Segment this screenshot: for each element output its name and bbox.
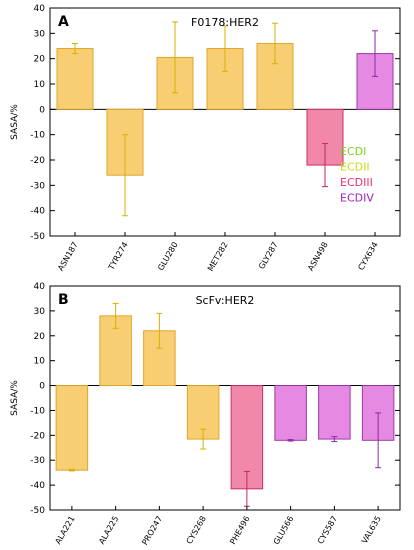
panel-b-letter: B [58, 292, 69, 308]
panel-a-ytick-label: 40 [34, 4, 46, 14]
panel-b-ytick-label: 20 [34, 332, 46, 342]
legend-item-ecdiv: ECDIV [340, 192, 374, 205]
panel-b-bar-glu566 [274, 385, 307, 441]
panel-b-ytick-label: 10 [34, 357, 46, 367]
panel-b-bar-cys587 [318, 385, 351, 440]
panel-a-category-label: MET282 [206, 241, 230, 273]
panel-a-category-label: TYR274 [106, 241, 130, 273]
panel-b-category-label: CYS587 [316, 515, 339, 546]
panel-a-chart: -50 -40 -30 -20 -10 0 10 20 30 40 SASA/% ASN187 TYR2… [10, 4, 401, 273]
panel-a-ytick-label: -50 [30, 232, 45, 242]
panel-b-title: ScFv:HER2 [196, 294, 255, 307]
panel-b-category-label: PHE496 [228, 515, 251, 546]
panel-a-category-label: GLY287 [257, 241, 280, 271]
panel-b-category-label: ALA221 [53, 515, 76, 546]
panel-b-ytick-label: -10 [30, 406, 45, 416]
panel-a-category-label: CYX634 [356, 241, 379, 272]
panel-a-bar-asn187 [56, 48, 94, 110]
panel-b-category-label: ALA225 [97, 515, 120, 546]
panel-a-category-label: ASN498 [306, 241, 330, 273]
panel-a-category-label: GLU280 [156, 241, 179, 273]
panel-b-chart: -50 -40 -30 -20 -10 0 10 20 30 40 SASA/% ALA221 ALA2… [10, 282, 401, 547]
panel-b-ytick-label: -50 [30, 506, 45, 516]
panel-b-plot-frame [49, 285, 401, 511]
panel-b-bar-ala221 [55, 385, 89, 471]
panel-b-category-label: PRO247 [140, 515, 164, 547]
legend-item-ecdii: ECDII [340, 161, 370, 174]
panel-b-ytick-label: -30 [30, 456, 45, 466]
legend-item-ecdi: ECDI [340, 145, 366, 158]
panel-a-ytick-label: 20 [34, 55, 46, 65]
panel-b-category-label: CYS268 [185, 515, 208, 546]
panel-b-ytick-label: 0 [39, 382, 45, 392]
panel-b-ytick-label: -20 [30, 431, 45, 441]
panel-a-letter: A [58, 14, 69, 30]
legend-item-ecdiii: ECDIII [340, 176, 373, 189]
panel-a-y-axis-label: SASA/% [10, 104, 20, 140]
panel-a-ytick-label: -30 [30, 181, 45, 191]
panel-b-ytick-label: -40 [30, 481, 45, 491]
panel-b-y-axis-label: SASA/% [10, 380, 20, 416]
panel-b-ytick-label: 30 [34, 307, 46, 317]
panel-b-ytick-label: 40 [34, 282, 46, 292]
panel-a-ytick-label: 30 [34, 29, 46, 39]
panel-a-ytick-label: 0 [39, 105, 45, 115]
panel-a-ytick-label: -10 [30, 131, 45, 141]
panel-b-category-label: VAL635 [360, 515, 383, 546]
panel-a-ytick-label: -20 [30, 156, 45, 166]
panel-a-category-label: ASN187 [56, 241, 80, 273]
panel-a-title: F0178:HER2 [191, 16, 259, 29]
panel-b-category-label: GLU566 [272, 515, 295, 547]
panel-a-ytick-label: 10 [34, 80, 46, 90]
panel-a-ytick-label: -40 [30, 207, 45, 217]
